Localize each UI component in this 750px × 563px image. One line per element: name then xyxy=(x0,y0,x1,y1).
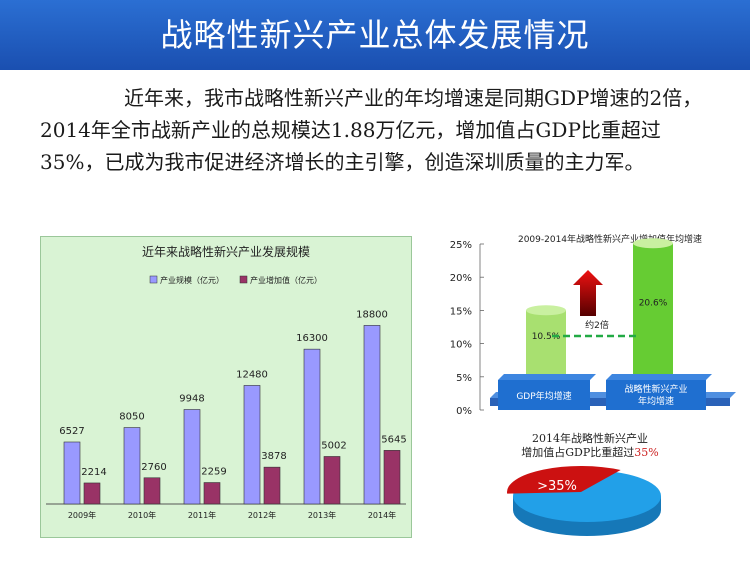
growth-y-tick-label-5: 25% xyxy=(450,240,472,251)
growth-block-top-1 xyxy=(606,374,712,380)
bar-value-added-4 xyxy=(323,456,341,505)
legend-label-value-added: 产业增加值（亿元） xyxy=(250,275,322,285)
data-label-value-added-0: 2214 xyxy=(81,467,106,478)
growth-bar-1 xyxy=(633,243,673,380)
growth-block-1 xyxy=(606,380,706,410)
bar-scale-4 xyxy=(303,348,321,505)
growth-y-tick-label-2: 10% xyxy=(450,340,472,351)
x-tick-label-2: 2011年 xyxy=(188,510,216,520)
data-label-value-added-5: 5645 xyxy=(381,434,406,445)
scale-bar-chart: 近年来战略性新兴产业发展规模 产业规模（亿元） 产业增加值（亿元） 6527 22… xyxy=(46,244,407,520)
data-label-value-added-1: 2760 xyxy=(141,462,166,473)
growth-bar-0 xyxy=(526,310,566,380)
data-label-scale-5: 18800 xyxy=(356,309,388,320)
growth-category-label-0: GDP年均增速 xyxy=(516,390,571,402)
bar-value-added-3 xyxy=(263,466,281,505)
growth-block-top-0 xyxy=(498,374,596,380)
data-label-value-added-4: 5002 xyxy=(321,440,346,451)
title-banner: 战略性新兴产业总体发展情况 xyxy=(0,0,750,70)
bar-scale-3 xyxy=(243,385,261,505)
gdp-share-pie: >35% xyxy=(507,466,661,536)
growth-bar-cap-0 xyxy=(526,305,566,316)
bar-scale-2 xyxy=(183,409,201,505)
pie-slice-label: >35% xyxy=(537,479,577,494)
data-label-value-added-3: 3878 xyxy=(261,451,286,462)
pie-slice-share xyxy=(507,466,621,494)
pie-title-prefix: 增加值占GDP比重超过 xyxy=(521,446,635,459)
bar-scale-5 xyxy=(363,325,381,505)
scale-chart-title: 近年来战略性新兴产业发展规模 xyxy=(142,244,310,259)
data-label-scale-1: 8050 xyxy=(119,412,144,423)
growth-y-tick-label-3: 15% xyxy=(450,306,472,317)
growth-chart-title: 2009-2014年战略性新兴产业增加值年均增速 xyxy=(518,233,702,245)
data-label-scale-3: 12480 xyxy=(236,369,268,380)
legend-label-scale: 产业规模（亿元） xyxy=(160,275,224,285)
growth-rate-chart: 2009-2014年战略性新兴产业增加值年均增速 0% 5% 10% 15% 20% 25… xyxy=(450,233,736,417)
x-tick-label-4: 2013年 xyxy=(308,510,336,520)
data-label-scale-0: 6527 xyxy=(59,426,84,437)
legend-swatch-value-added xyxy=(239,275,248,284)
double-annotation: 约2倍 xyxy=(585,319,609,331)
scale-chart-panel xyxy=(40,236,412,538)
x-tick-label-0: 2009年 xyxy=(68,510,96,520)
growth-y-tick-label-1: 5% xyxy=(456,373,472,384)
growth-category-label-1-b: 年均增速 xyxy=(638,395,674,407)
bar-value-added-2 xyxy=(203,482,221,505)
pie-title-highlight: 35% xyxy=(634,446,659,459)
bar-scale-1 xyxy=(123,427,141,505)
bar-scale-0 xyxy=(63,441,81,505)
pie-title-line1: 2014年战略性新兴产业 xyxy=(532,432,648,445)
x-tick-label-3: 2012年 xyxy=(248,510,276,520)
data-label-scale-2: 9948 xyxy=(179,393,204,404)
growth-value-label-1: 20.6% xyxy=(639,299,668,309)
bar-value-added-0 xyxy=(83,482,101,505)
x-tick-label-5: 2014年 xyxy=(368,510,396,520)
legend-swatch-scale xyxy=(149,275,158,284)
growth-y-tick-label-4: 20% xyxy=(450,273,472,284)
growth-category-label-1-a: 战略性新兴产业 xyxy=(624,383,687,395)
growth-bar-cap-1 xyxy=(633,238,673,249)
pie-title-line2: 增加值占GDP比重超过35% xyxy=(450,446,730,460)
growth-y-tick-label-0: 0% xyxy=(456,406,472,417)
intro-paragraph: 近年来，我市战略性新兴产业的年均增速是同期GDP增速的2倍，2014年全市战新产… xyxy=(40,86,703,174)
bar-value-added-5 xyxy=(383,450,401,505)
x-tick-label-1: 2010年 xyxy=(128,510,156,520)
pie-title: 2014年战略性新兴产业 增加值占GDP比重超过35% xyxy=(450,432,730,460)
data-label-scale-4: 16300 xyxy=(296,333,328,344)
growth-value-label-0: 10.5% xyxy=(532,332,561,342)
growth-block-0 xyxy=(498,380,590,410)
page-title: 战略性新兴产业总体发展情况 xyxy=(160,16,590,54)
data-label-value-added-2: 2259 xyxy=(201,467,226,478)
increase-arrow xyxy=(573,270,603,316)
bar-value-added-1 xyxy=(143,477,161,505)
